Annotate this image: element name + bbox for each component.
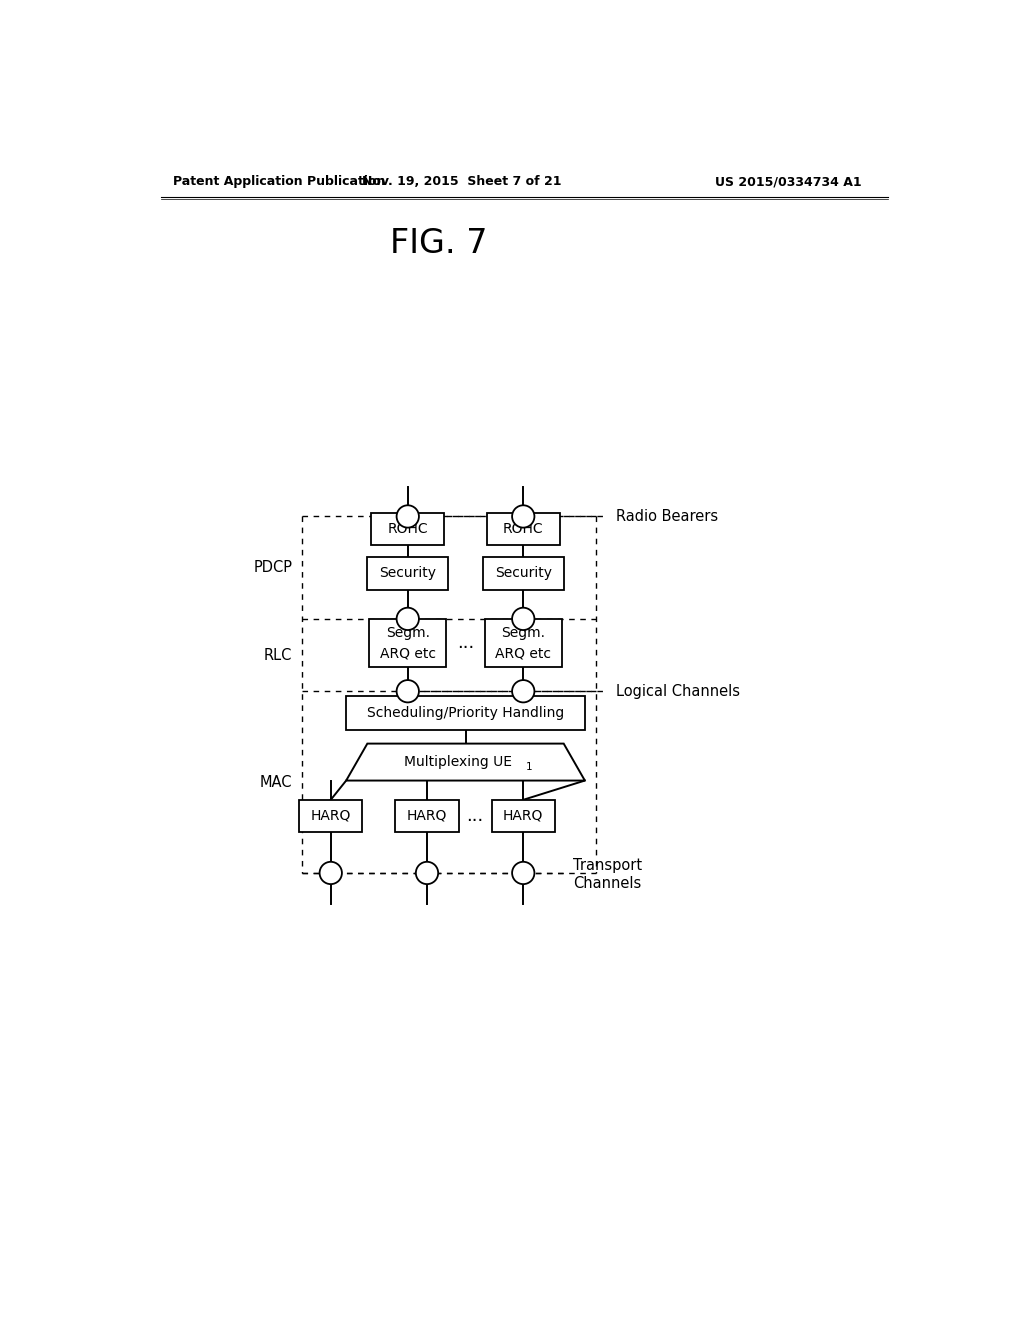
Bar — [486, 512, 560, 545]
Text: Channels: Channels — [573, 876, 642, 891]
Text: MAC: MAC — [260, 775, 292, 789]
Text: Logical Channels: Logical Channels — [615, 684, 739, 698]
Text: HARQ: HARQ — [407, 809, 447, 822]
Circle shape — [512, 607, 535, 630]
Text: Segm.: Segm. — [502, 627, 545, 640]
Bar — [395, 800, 459, 832]
Text: ...: ... — [467, 807, 483, 825]
Text: Multiplexing UE: Multiplexing UE — [403, 755, 512, 770]
Text: Scheduling/Priority Handling: Scheduling/Priority Handling — [367, 706, 564, 719]
Text: Patent Application Publication: Patent Application Publication — [173, 176, 385, 187]
Circle shape — [396, 607, 419, 630]
Text: PDCP: PDCP — [253, 560, 292, 576]
Polygon shape — [346, 743, 585, 780]
Text: HARQ: HARQ — [310, 809, 351, 822]
Text: Security: Security — [495, 566, 552, 581]
Text: ARQ etc: ARQ etc — [496, 647, 551, 660]
Text: ROHC: ROHC — [387, 521, 428, 536]
Text: Transport: Transport — [573, 858, 642, 873]
Text: ARQ etc: ARQ etc — [380, 647, 436, 660]
Bar — [492, 800, 555, 832]
Bar — [368, 557, 449, 590]
Circle shape — [396, 680, 419, 702]
Bar — [370, 619, 446, 667]
Circle shape — [512, 862, 535, 884]
Circle shape — [512, 680, 535, 702]
Bar — [371, 512, 444, 545]
Text: ROHC: ROHC — [503, 521, 544, 536]
Text: HARQ: HARQ — [503, 809, 544, 822]
Bar — [484, 619, 562, 667]
Circle shape — [396, 506, 419, 528]
Bar — [483, 557, 563, 590]
Text: Segm.: Segm. — [386, 627, 430, 640]
Text: Nov. 19, 2015  Sheet 7 of 21: Nov. 19, 2015 Sheet 7 of 21 — [361, 176, 561, 187]
Circle shape — [512, 506, 535, 528]
Text: Security: Security — [379, 566, 436, 581]
Text: ...: ... — [457, 634, 474, 652]
Text: Radio Bearers: Radio Bearers — [615, 510, 718, 524]
Text: 1: 1 — [525, 762, 531, 772]
Circle shape — [416, 862, 438, 884]
Text: RLC: RLC — [264, 648, 292, 663]
Text: US 2015/0334734 A1: US 2015/0334734 A1 — [716, 176, 862, 187]
Text: FIG. 7: FIG. 7 — [390, 227, 487, 260]
Bar — [346, 696, 585, 730]
Bar — [299, 800, 362, 832]
Circle shape — [319, 862, 342, 884]
